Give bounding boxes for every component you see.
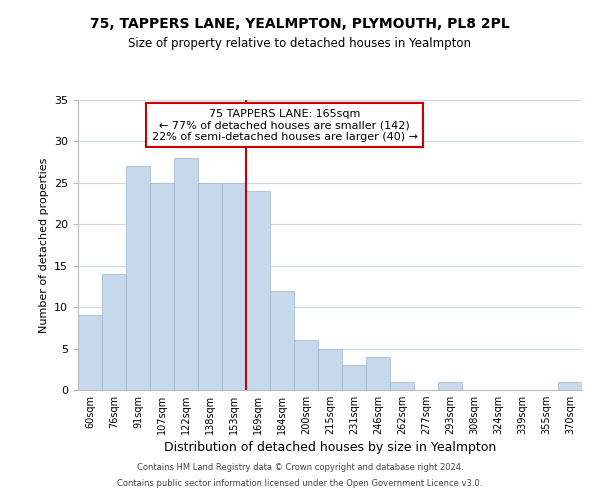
Bar <box>438 382 462 390</box>
Bar <box>126 166 150 390</box>
Y-axis label: Number of detached properties: Number of detached properties <box>38 158 49 332</box>
Text: Size of property relative to detached houses in Yealmpton: Size of property relative to detached ho… <box>128 38 472 51</box>
Bar <box>270 290 294 390</box>
Bar <box>342 365 366 390</box>
Bar <box>294 340 318 390</box>
Text: Contains HM Land Registry data © Crown copyright and database right 2024.: Contains HM Land Registry data © Crown c… <box>137 464 463 472</box>
Bar <box>558 382 582 390</box>
Text: Contains public sector information licensed under the Open Government Licence v3: Contains public sector information licen… <box>118 478 482 488</box>
Bar <box>198 183 222 390</box>
Bar <box>318 348 342 390</box>
Bar <box>222 183 246 390</box>
Bar <box>102 274 126 390</box>
Bar <box>246 191 270 390</box>
Text: 75 TAPPERS LANE: 165sqm
← 77% of detached houses are smaller (142)
22% of semi-d: 75 TAPPERS LANE: 165sqm ← 77% of detache… <box>152 108 418 142</box>
Bar <box>174 158 198 390</box>
Bar <box>366 357 390 390</box>
X-axis label: Distribution of detached houses by size in Yealmpton: Distribution of detached houses by size … <box>164 442 496 454</box>
Bar <box>390 382 414 390</box>
Bar <box>78 316 102 390</box>
Text: 75, TAPPERS LANE, YEALMPTON, PLYMOUTH, PL8 2PL: 75, TAPPERS LANE, YEALMPTON, PLYMOUTH, P… <box>90 18 510 32</box>
Bar <box>150 183 174 390</box>
